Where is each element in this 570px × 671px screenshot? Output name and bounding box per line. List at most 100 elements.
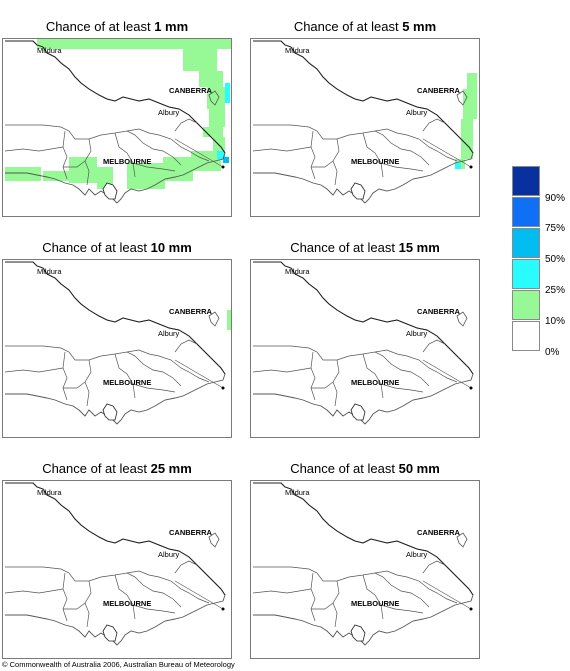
rain-cell-1mm [207, 87, 225, 109]
state-boundary [253, 482, 474, 646]
rain-cell-1mm [37, 39, 231, 49]
act-boundary [208, 90, 220, 106]
state-boundary [5, 482, 226, 646]
bay-coastline [350, 403, 366, 421]
rain-cell-1mm [225, 83, 230, 103]
region-boundary [382, 134, 430, 166]
station-dot [469, 165, 473, 169]
region-boundary [380, 162, 424, 172]
rain-cell-10mm [227, 310, 231, 330]
rain-cell-5mm [461, 119, 473, 159]
region-boundary [134, 134, 182, 166]
map-svg: Mildura CANBERRA Albury MELBOURNE [4, 261, 231, 425]
rain-cell-1mm [5, 167, 41, 181]
region-boundary [62, 130, 68, 180]
region-boundary [382, 355, 430, 387]
region-boundary [84, 580, 92, 628]
region-boundary [62, 351, 68, 401]
label-albury: Albury [406, 329, 428, 338]
guide-line [422, 359, 472, 389]
rain-cell-1mm [191, 151, 221, 171]
region-boundary [126, 349, 210, 383]
region-boundary [332, 138, 340, 186]
label-melbourne: MELBOURNE [103, 599, 151, 608]
label-mildura: Mildura [285, 488, 310, 497]
panel-title: Chance of at least 5 mm [293, 19, 437, 34]
label-mildura: Mildura [285, 46, 310, 55]
label-melbourne: MELBOURNE [351, 378, 399, 387]
label-melbourne: MELBOURNE [103, 157, 151, 166]
legend-label-50: 50% [545, 254, 566, 265]
region-boundary [380, 604, 424, 614]
region-boundary [5, 124, 136, 140]
region-boundary [114, 353, 136, 399]
region-boundary [310, 572, 316, 622]
region-boundary [252, 146, 312, 152]
region-boundary [4, 367, 64, 373]
region-boundary [134, 355, 182, 387]
label-albury: Albury [158, 329, 180, 338]
legend-swatch-75 [512, 197, 540, 227]
legend-label-10: 10% [545, 316, 566, 327]
map-25mm: Mildura CANBERRA Albury MELBOURNE [2, 480, 232, 659]
nsw-border [253, 482, 474, 596]
guide-line [174, 359, 224, 389]
region-boundary [126, 128, 210, 162]
rain-cell-1mm [69, 157, 97, 183]
label-melbourne: MELBOURNE [351, 599, 399, 608]
legend-swatch-10 [512, 290, 540, 320]
region-boundary [422, 118, 446, 132]
act-boundary [456, 532, 468, 548]
guide-line [422, 138, 472, 168]
label-mildura: Mildura [37, 46, 62, 55]
legend-label-90: 90% [545, 193, 566, 204]
station-dot [469, 607, 473, 611]
region-boundary [374, 349, 458, 383]
region-boundary [374, 570, 458, 604]
label-canberra: CANBERRA [169, 528, 213, 537]
region-boundary [252, 588, 312, 594]
region-boundary [126, 570, 210, 604]
region-boundary [62, 572, 68, 622]
guide-line [174, 580, 224, 610]
region-boundary [114, 574, 136, 620]
region-boundary [5, 345, 136, 361]
bay-coastline [102, 624, 118, 642]
region-boundary [380, 383, 424, 393]
nsw-border [253, 40, 474, 154]
region-boundary [422, 339, 446, 353]
label-mildura: Mildura [37, 488, 62, 497]
map-50mm: Mildura CANBERRA Albury MELBOURNE [250, 480, 480, 659]
panel-title: Chance of at least 1 mm [45, 19, 189, 34]
rain-cell-5mm [467, 73, 477, 89]
nsw-border [253, 261, 474, 375]
station-dot [221, 607, 225, 611]
label-albury: Albury [158, 550, 180, 559]
bay-coastline [350, 624, 366, 642]
region-boundary [362, 574, 384, 620]
rain-cell-1mm [203, 127, 223, 137]
act-boundary [208, 532, 220, 548]
label-canberra: CANBERRA [169, 307, 213, 316]
station-dot [221, 386, 225, 390]
rain-cell-1mm [209, 109, 225, 127]
panel-title: Chance of at least 50 mm [290, 461, 440, 476]
copyright-notice: © Commonwealth of Australia 2006, Austra… [2, 660, 235, 669]
bay-coastline [350, 182, 366, 200]
legend-swatch-90 [512, 166, 540, 196]
nsw-border [5, 261, 226, 375]
nsw-border [5, 482, 226, 596]
state-boundary [253, 261, 474, 425]
rain-cell-1mm [183, 49, 217, 71]
region-boundary [332, 359, 340, 407]
station-dot [469, 386, 473, 390]
region-boundary [374, 128, 458, 162]
map-svg: Mildura CANBERRA Albury MELBOURNE [4, 482, 226, 646]
rain-cell-1mm [43, 171, 73, 181]
region-boundary [63, 602, 86, 610]
label-canberra: CANBERRA [169, 86, 213, 95]
legend-label-25: 25% [545, 285, 566, 296]
region-boundary [422, 560, 446, 574]
region-boundary [362, 132, 384, 178]
act-boundary [456, 311, 468, 327]
